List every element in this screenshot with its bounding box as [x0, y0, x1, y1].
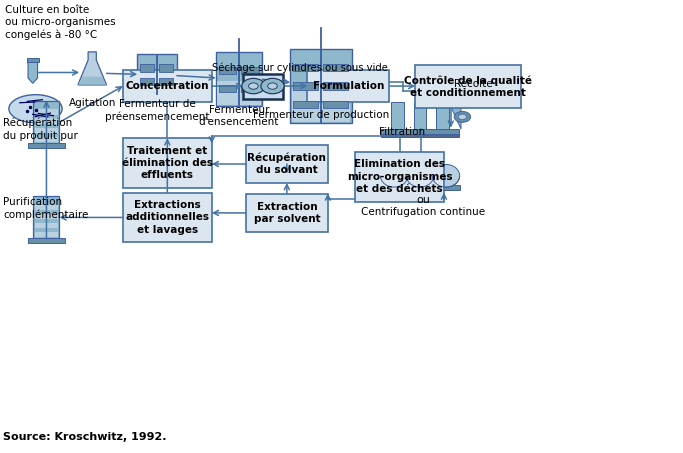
FancyBboxPatch shape — [28, 143, 65, 149]
FancyBboxPatch shape — [216, 52, 262, 106]
Ellipse shape — [406, 164, 434, 187]
FancyBboxPatch shape — [323, 101, 348, 108]
FancyBboxPatch shape — [35, 137, 58, 142]
Text: Source: Kroschwitz, 1992.: Source: Kroschwitz, 1992. — [3, 432, 167, 442]
FancyBboxPatch shape — [381, 129, 459, 134]
Ellipse shape — [380, 164, 408, 187]
FancyBboxPatch shape — [293, 64, 318, 71]
Text: Culture en boîte
ou micro-organismes
congelés à -80 °C: Culture en boîte ou micro-organismes con… — [5, 5, 116, 40]
Circle shape — [261, 78, 284, 94]
FancyBboxPatch shape — [35, 128, 58, 133]
Text: Fermenteur de
préensemencement: Fermenteur de préensemencement — [104, 99, 210, 122]
Text: Purification
complémentaire: Purification complémentaire — [3, 197, 89, 220]
FancyBboxPatch shape — [123, 70, 212, 102]
FancyBboxPatch shape — [293, 82, 318, 90]
FancyBboxPatch shape — [381, 134, 459, 137]
Text: ou: ou — [417, 195, 430, 205]
FancyBboxPatch shape — [35, 205, 58, 210]
Text: Récolte: Récolte — [454, 79, 493, 89]
FancyBboxPatch shape — [246, 145, 328, 183]
FancyBboxPatch shape — [246, 193, 328, 232]
Ellipse shape — [9, 95, 62, 123]
FancyBboxPatch shape — [292, 89, 350, 122]
FancyBboxPatch shape — [33, 101, 59, 144]
FancyBboxPatch shape — [35, 110, 58, 115]
FancyBboxPatch shape — [159, 64, 173, 72]
FancyBboxPatch shape — [159, 78, 173, 85]
FancyBboxPatch shape — [35, 222, 58, 228]
FancyBboxPatch shape — [355, 152, 444, 202]
Text: Agitation: Agitation — [68, 98, 116, 108]
Text: Récupération
du solvant: Récupération du solvant — [247, 153, 326, 175]
FancyBboxPatch shape — [415, 65, 521, 108]
Text: Récupération
du produit pur: Récupération du produit pur — [3, 118, 79, 141]
Polygon shape — [78, 77, 107, 85]
FancyBboxPatch shape — [406, 185, 434, 190]
Polygon shape — [78, 52, 107, 85]
Text: Fermenteur de production: Fermenteur de production — [253, 110, 389, 120]
Text: Extraction
par solvent: Extraction par solvent — [253, 202, 320, 224]
FancyBboxPatch shape — [323, 64, 348, 71]
FancyBboxPatch shape — [217, 81, 261, 105]
FancyBboxPatch shape — [307, 70, 389, 102]
Text: Extractions
additionnelles
et lavages: Extractions additionnelles et lavages — [126, 200, 209, 235]
Polygon shape — [28, 62, 38, 83]
FancyBboxPatch shape — [414, 102, 426, 129]
FancyBboxPatch shape — [27, 58, 39, 62]
Text: Filtration: Filtration — [379, 127, 426, 137]
Text: Contrôle de la qualité
et conditionnement: Contrôle de la qualité et conditionnemen… — [404, 76, 532, 98]
FancyBboxPatch shape — [139, 76, 176, 94]
FancyBboxPatch shape — [123, 138, 212, 188]
Polygon shape — [449, 102, 461, 129]
FancyBboxPatch shape — [380, 185, 408, 190]
Circle shape — [458, 114, 466, 120]
FancyBboxPatch shape — [123, 193, 212, 242]
Text: Concentration: Concentration — [126, 81, 209, 91]
FancyBboxPatch shape — [140, 64, 154, 72]
Ellipse shape — [432, 164, 460, 187]
Circle shape — [454, 111, 471, 122]
FancyBboxPatch shape — [219, 67, 236, 74]
Text: Traitement et
élimination des
effluents: Traitement et élimination des effluents — [122, 146, 213, 180]
Text: Elimination des
micro-organismes
et des déchets: Elimination des micro-organismes et des … — [347, 159, 452, 194]
Circle shape — [268, 83, 277, 89]
FancyBboxPatch shape — [391, 102, 404, 129]
FancyBboxPatch shape — [243, 73, 283, 98]
Text: Séchage sur cylindres ou sous vide: Séchage sur cylindres ou sous vide — [212, 63, 388, 73]
Text: Centrifugation continue: Centrifugation continue — [361, 207, 486, 217]
FancyBboxPatch shape — [290, 48, 352, 123]
Text: Formulation: Formulation — [313, 81, 384, 91]
FancyBboxPatch shape — [219, 85, 236, 92]
Circle shape — [249, 83, 258, 89]
FancyBboxPatch shape — [35, 213, 58, 219]
FancyBboxPatch shape — [137, 54, 177, 95]
FancyBboxPatch shape — [28, 238, 65, 244]
FancyBboxPatch shape — [35, 231, 58, 237]
FancyBboxPatch shape — [323, 82, 348, 90]
FancyBboxPatch shape — [33, 196, 59, 239]
FancyBboxPatch shape — [432, 185, 460, 190]
FancyBboxPatch shape — [35, 118, 58, 124]
Circle shape — [242, 78, 265, 94]
FancyBboxPatch shape — [436, 102, 449, 129]
FancyBboxPatch shape — [140, 78, 154, 85]
FancyBboxPatch shape — [241, 85, 259, 92]
FancyBboxPatch shape — [241, 67, 259, 74]
Text: Fermenteur
d'ensencement: Fermenteur d'ensencement — [199, 105, 279, 127]
FancyBboxPatch shape — [293, 101, 318, 108]
